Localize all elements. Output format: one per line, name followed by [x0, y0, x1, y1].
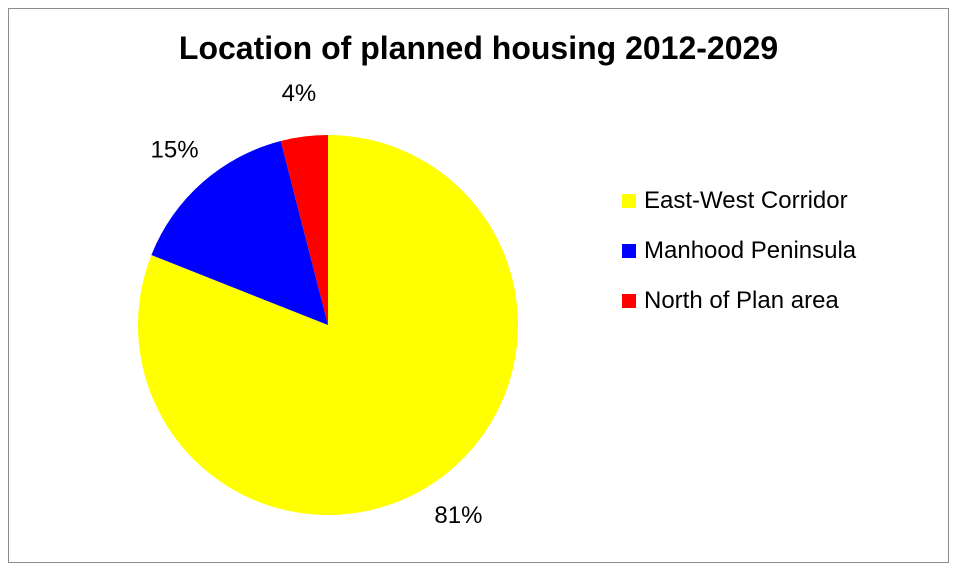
data-label-north-of-plan-area: 4%: [282, 80, 317, 107]
legend-swatch-east-west-corridor: [622, 194, 636, 208]
legend-item-north-of-plan-area: North of Plan area: [622, 283, 856, 319]
pie-slice-east-west-corridor: [137, 135, 518, 516]
legend-label-north-of-plan-area: North of Plan area: [644, 287, 839, 314]
data-label-east-west-corridor: 81%: [434, 502, 482, 529]
legend-label-east-west-corridor: East-West Corridor: [644, 187, 848, 214]
pie-slice-north-of-plan-area: [280, 135, 328, 325]
data-label-manhood-peninsula: 15%: [151, 136, 199, 163]
chart-title: Location of planned housing 2012-2029: [178, 30, 779, 66]
legend-item-east-west-corridor: East-West Corridor: [622, 183, 856, 219]
legend-swatch-manhood-peninsula: [622, 244, 636, 258]
pie-slice-manhood-peninsula: [151, 140, 328, 325]
legend: East-West Corridor Manhood Peninsula Nor…: [622, 183, 856, 333]
legend-item-manhood-peninsula: Manhood Peninsula: [622, 233, 856, 269]
legend-label-manhood-peninsula: Manhood Peninsula: [644, 237, 857, 264]
legend-swatch-north-of-plan-area: [622, 294, 636, 308]
